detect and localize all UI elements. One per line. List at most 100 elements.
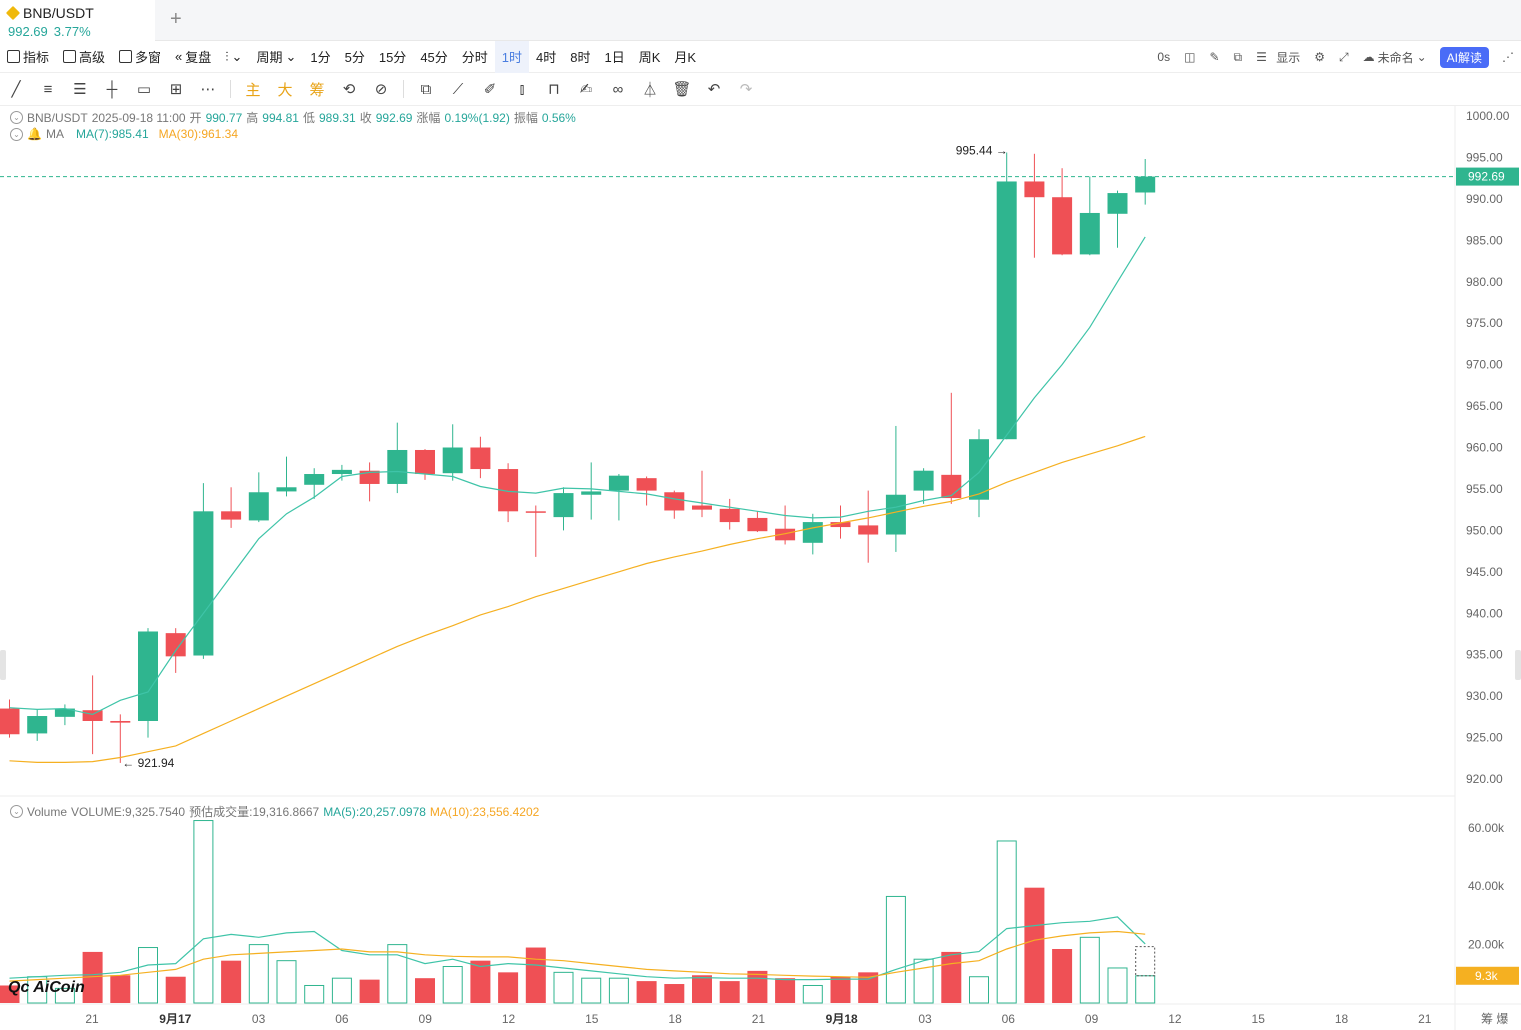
price-tick-label: 940.00 bbox=[1466, 606, 1503, 620]
candle-body bbox=[165, 633, 186, 657]
trend-line-icon[interactable]: ╱ bbox=[11, 81, 21, 98]
chart-area[interactable]: 1000.00 995.00 990.00 985.00 980.00 975.00 970… bbox=[0, 106, 1521, 1030]
time-tick-label: 06 bbox=[335, 1012, 349, 1026]
candle-body bbox=[719, 508, 740, 523]
candle-body bbox=[193, 511, 214, 656]
share-icon[interactable]: ⋰ bbox=[1502, 50, 1514, 64]
time-tick-label: 21 bbox=[752, 1012, 766, 1026]
advanced-button[interactable]: 高级 bbox=[56, 41, 112, 73]
candle-body bbox=[941, 474, 962, 499]
interval-1d[interactable]: 1日 bbox=[604, 50, 625, 65]
current-price-tag-label: 992.69 bbox=[1468, 170, 1505, 184]
replay-button[interactable]: «复盘 bbox=[168, 41, 218, 73]
right-panel-handle[interactable] bbox=[1515, 650, 1521, 680]
interval-4h[interactable]: 4时 bbox=[536, 50, 557, 65]
interval-5m[interactable]: 5分 bbox=[344, 50, 365, 65]
tab-bnb-usdt[interactable]: BNB/USDT 992.69 3.77% bbox=[0, 0, 155, 41]
collapse-icon[interactable]: ⌄ bbox=[10, 111, 23, 124]
calendar-icon bbox=[63, 50, 77, 63]
share-window-icon[interactable]: ⧉ bbox=[1233, 49, 1243, 64]
multi-window-button[interactable]: 多窗 bbox=[112, 41, 168, 73]
collapse-icon[interactable]: ⌄ bbox=[10, 805, 23, 818]
grid-icon bbox=[119, 50, 133, 63]
axis-settings-icon: 筹 爆 bbox=[1481, 1012, 1508, 1026]
candle-body bbox=[470, 447, 491, 470]
chart-type-dropdown[interactable]: ⫶ ⌄ bbox=[218, 41, 249, 73]
left-panel-handle[interactable] bbox=[0, 650, 6, 680]
undo-icon[interactable]: ↶ bbox=[707, 81, 721, 98]
camera-icon[interactable]: ◫ bbox=[1184, 50, 1196, 64]
horizontal-lines-icon[interactable]: ☰ bbox=[73, 81, 87, 98]
interval-8h[interactable]: 8时 bbox=[570, 50, 591, 65]
candle-body bbox=[996, 181, 1017, 440]
candle-body bbox=[1135, 176, 1156, 193]
copy-icon[interactable]: ⧉ bbox=[420, 80, 432, 98]
candle-body bbox=[331, 469, 352, 475]
interval-1h[interactable]: 1时 bbox=[494, 40, 530, 73]
settings-gear-icon[interactable]: ⚙ bbox=[1314, 50, 1325, 64]
collapse-icon[interactable]: ⌄ bbox=[10, 127, 23, 141]
interval-timeshare[interactable]: 分时 bbox=[461, 50, 488, 65]
volume-current-tag-label: 9.3k bbox=[1475, 969, 1499, 983]
divider bbox=[403, 80, 404, 98]
high-value: 994.81 bbox=[262, 110, 299, 125]
display-button[interactable]: ☰ 显示 bbox=[1249, 41, 1307, 73]
main-force-tool[interactable]: 主 bbox=[245, 81, 261, 99]
candle-tool-icon[interactable]: ⫾ bbox=[519, 80, 525, 98]
candle-body bbox=[525, 511, 546, 513]
price-tick-label: 980.00 bbox=[1466, 275, 1503, 289]
price-tick-label: 925.00 bbox=[1466, 731, 1503, 745]
horizontal-ray-icon[interactable]: ┼ bbox=[106, 80, 118, 98]
fullscreen-icon[interactable]: ⤢ bbox=[1338, 49, 1349, 64]
volume-bar bbox=[359, 979, 380, 1003]
interval-week[interactable]: 周K bbox=[638, 50, 661, 65]
close-value: 992.69 bbox=[375, 110, 413, 125]
replay-label: 复盘 bbox=[185, 50, 212, 65]
parallel-lines-icon[interactable]: ≡ bbox=[43, 80, 53, 98]
period-dropdown[interactable]: 周期 ⌄ bbox=[249, 41, 303, 73]
kline-chart[interactable]: 1000.00 995.00 990.00 985.00 980.00 975.00 970… bbox=[0, 106, 1521, 1030]
price-tick-label: 955.00 bbox=[1466, 482, 1503, 496]
interval-15m[interactable]: 15分 bbox=[378, 50, 407, 65]
volume-bar bbox=[82, 951, 103, 1003]
magnet-icon[interactable]: ⟲ bbox=[342, 81, 356, 98]
volume-ma10-line bbox=[9, 930, 1146, 982]
note-icon[interactable]: ✍ bbox=[579, 81, 593, 98]
rectangle-icon[interactable]: ▭ bbox=[136, 81, 152, 98]
time-tick-label: 03 bbox=[918, 1012, 932, 1026]
add-tab-button[interactable]: + bbox=[170, 8, 182, 30]
filter-icon[interactable]: ⏃ bbox=[642, 81, 658, 99]
pen-icon[interactable]: ✎ bbox=[1209, 50, 1220, 64]
interval-45m[interactable]: 45分 bbox=[420, 50, 448, 65]
interval-month[interactable]: 月K bbox=[674, 50, 697, 65]
display-label: 显示 bbox=[1276, 50, 1301, 65]
interval-1m[interactable]: 1分 bbox=[310, 50, 331, 65]
price-tick-label: 930.00 bbox=[1466, 689, 1503, 703]
volume-bar bbox=[885, 895, 906, 1004]
price-tick-label: 920.00 bbox=[1466, 772, 1503, 786]
volume-bar bbox=[248, 944, 269, 1004]
measure-box-icon[interactable]: ⊞ bbox=[169, 81, 183, 98]
layout-name: 未命名 bbox=[1377, 50, 1414, 65]
hide-drawings-icon[interactable]: ⊘ bbox=[374, 81, 388, 98]
brush-icon[interactable]: ✐ bbox=[483, 81, 497, 98]
chip-tool[interactable]: 筹 bbox=[309, 81, 325, 99]
link-icon[interactable]: ∞ bbox=[612, 80, 624, 98]
indicators-button[interactable]: 指标 bbox=[0, 41, 56, 73]
volume-bar bbox=[996, 840, 1017, 1004]
candle-body bbox=[27, 716, 48, 734]
toolbar-right: 0s ◫ ✎ ⧉ ☰ 显示 ⚙ ⤢ ☁ 未命名 ⌄ AI解读 ⋰ bbox=[1150, 41, 1521, 73]
more-tools-icon[interactable]: ⋯ bbox=[200, 81, 216, 98]
lock-icon[interactable]: ⊓ bbox=[548, 81, 560, 98]
bell-icon[interactable]: 🔔 bbox=[27, 127, 42, 141]
big-order-tool[interactable]: 大 bbox=[277, 81, 293, 99]
ruler-icon[interactable]: ⟋ bbox=[452, 80, 464, 98]
ai-interpret-button[interactable]: AI解读 bbox=[1439, 46, 1489, 68]
volume-bar bbox=[1107, 967, 1128, 1004]
cloud-layout-dropdown[interactable]: ☁ 未命名 ⌄ bbox=[1356, 41, 1434, 73]
candle-body bbox=[553, 493, 574, 518]
time-tick-label: 06 bbox=[1002, 1012, 1016, 1026]
timer-label: 0s bbox=[1157, 50, 1171, 64]
trash-icon[interactable]: 🗑 bbox=[672, 81, 692, 98]
redo-icon[interactable]: ↷ bbox=[739, 81, 753, 98]
